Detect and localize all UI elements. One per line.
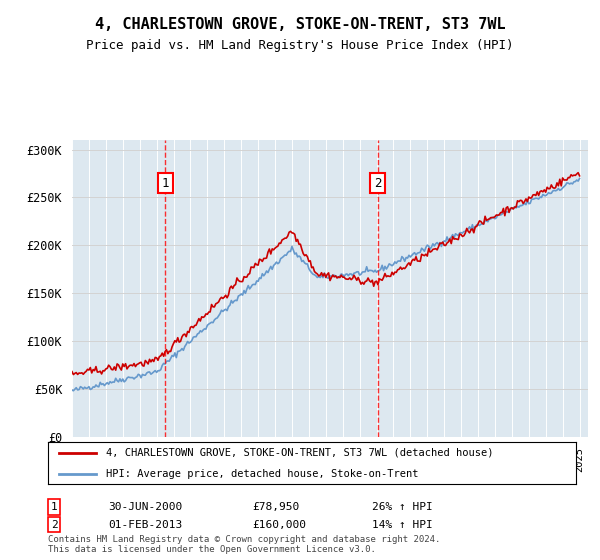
Text: HPI: Average price, detached house, Stoke-on-Trent: HPI: Average price, detached house, Stok… — [106, 469, 419, 479]
Text: £78,950: £78,950 — [252, 502, 299, 512]
Text: 4, CHARLESTOWN GROVE, STOKE-ON-TRENT, ST3 7WL: 4, CHARLESTOWN GROVE, STOKE-ON-TRENT, ST… — [95, 17, 505, 32]
Text: 14% ↑ HPI: 14% ↑ HPI — [372, 520, 433, 530]
Text: 4, CHARLESTOWN GROVE, STOKE-ON-TRENT, ST3 7WL (detached house): 4, CHARLESTOWN GROVE, STOKE-ON-TRENT, ST… — [106, 448, 494, 458]
Text: 1: 1 — [50, 502, 58, 512]
Text: 01-FEB-2013: 01-FEB-2013 — [108, 520, 182, 530]
Text: Price paid vs. HM Land Registry's House Price Index (HPI): Price paid vs. HM Land Registry's House … — [86, 39, 514, 52]
Text: 26% ↑ HPI: 26% ↑ HPI — [372, 502, 433, 512]
Text: 1: 1 — [161, 176, 169, 190]
Text: 2: 2 — [374, 176, 382, 190]
Text: 2: 2 — [50, 520, 58, 530]
Text: 30-JUN-2000: 30-JUN-2000 — [108, 502, 182, 512]
Text: Contains HM Land Registry data © Crown copyright and database right 2024.
This d: Contains HM Land Registry data © Crown c… — [48, 535, 440, 554]
Text: £160,000: £160,000 — [252, 520, 306, 530]
